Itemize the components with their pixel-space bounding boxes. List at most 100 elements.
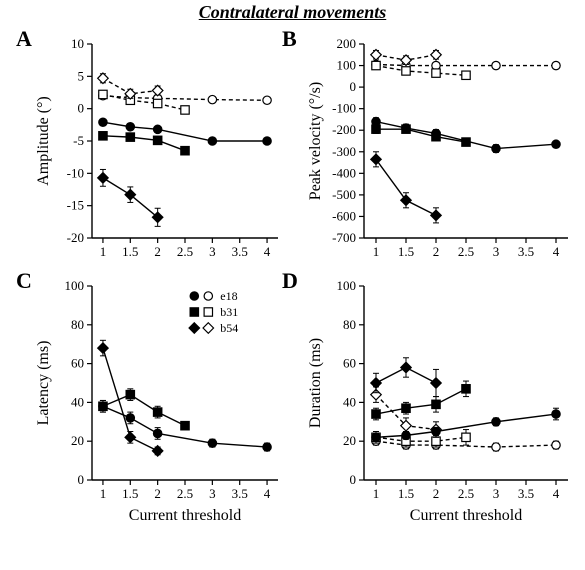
svg-text:60: 60 — [71, 356, 84, 371]
marker-b54_open — [431, 50, 442, 61]
svg-text:3.5: 3.5 — [518, 244, 534, 259]
marker-b31_open — [99, 90, 107, 98]
svg-text:-20: -20 — [67, 230, 84, 245]
panel-label-b: B — [282, 26, 297, 52]
svg-text:0: 0 — [78, 101, 85, 116]
marker-b54_closed — [125, 432, 136, 443]
svg-text:4: 4 — [264, 486, 271, 501]
marker-b31_closed — [402, 404, 410, 412]
svg-text:40: 40 — [71, 394, 84, 409]
svg-text:20: 20 — [71, 433, 84, 448]
marker-b54_closed — [98, 173, 109, 184]
marker-b31_closed — [153, 408, 161, 416]
marker-b31_open — [462, 71, 470, 79]
chart-b: 11.522.533.54-700-600-500-400-300-200-10… — [300, 30, 578, 260]
svg-text:0: 0 — [350, 472, 357, 487]
svg-text:4: 4 — [553, 244, 560, 259]
marker-b54_closed — [371, 378, 382, 389]
legend-label-b31: b31 — [220, 305, 238, 319]
svg-text:-700: -700 — [332, 230, 356, 245]
svg-text:3.5: 3.5 — [232, 486, 248, 501]
marker-b31_closed — [432, 400, 440, 408]
marker-b54_closed — [152, 446, 163, 457]
panel-label-d: D — [282, 268, 298, 294]
marker-e18_open — [492, 61, 500, 69]
svg-text:-300: -300 — [332, 144, 356, 159]
svg-text:1: 1 — [100, 486, 107, 501]
marker-b54_closed — [401, 362, 412, 373]
svg-text:-5: -5 — [73, 133, 84, 148]
marker-b31_open — [153, 99, 161, 107]
chart-d: 11.522.533.54020406080100Duration (ms)Cu… — [300, 272, 578, 570]
svg-text:2.5: 2.5 — [177, 486, 193, 501]
marker-e18_closed — [492, 418, 500, 426]
svg-text:0: 0 — [78, 472, 85, 487]
svg-text:5: 5 — [78, 68, 85, 83]
svg-text:1: 1 — [373, 486, 380, 501]
svg-text:3.5: 3.5 — [518, 486, 534, 501]
marker-e18_closed — [208, 439, 216, 447]
svg-text:3: 3 — [493, 244, 500, 259]
panel-d: D11.522.533.54020406080100Duration (ms)C… — [300, 272, 578, 530]
marker-b54_open — [98, 73, 109, 84]
marker-b31_closed — [181, 147, 189, 155]
marker-b31_open — [181, 106, 189, 114]
svg-text:Latency (ms): Latency (ms) — [35, 341, 52, 426]
svg-text:60: 60 — [343, 356, 356, 371]
marker-e18_closed — [372, 433, 380, 441]
marker-b54_closed — [98, 343, 109, 354]
marker-e18_open — [492, 443, 500, 451]
marker-b31_closed — [402, 125, 410, 133]
legend-label-b54: b54 — [220, 321, 238, 335]
marker-e18_open — [263, 96, 271, 104]
panel-label-a: A — [16, 26, 32, 52]
marker-b31_open — [432, 69, 440, 77]
marker-b31_closed — [372, 410, 380, 418]
legend-marker-closed-e18 — [190, 292, 198, 300]
svg-text:1.5: 1.5 — [398, 486, 414, 501]
marker-b54_closed — [431, 378, 442, 389]
svg-text:3.5: 3.5 — [232, 244, 248, 259]
svg-text:Peak velocity (°/s): Peak velocity (°/s) — [307, 82, 324, 200]
marker-b31_open — [372, 61, 380, 69]
marker-b31_closed — [372, 125, 380, 133]
svg-text:1.5: 1.5 — [122, 486, 138, 501]
marker-b31_closed — [181, 421, 189, 429]
svg-text:40: 40 — [343, 394, 356, 409]
legend-label-e18: e18 — [220, 289, 237, 303]
svg-text:2.5: 2.5 — [177, 244, 193, 259]
svg-text:Amplitude (°): Amplitude (°) — [35, 96, 52, 186]
marker-e18_closed — [153, 125, 161, 133]
marker-b31_closed — [432, 132, 440, 140]
svg-text:2.5: 2.5 — [458, 244, 474, 259]
marker-e18_closed — [552, 410, 560, 418]
marker-e18_open — [552, 61, 560, 69]
svg-text:4: 4 — [264, 244, 271, 259]
figure-container: { "title": "Contralateral movements", "x… — [0, 0, 585, 569]
marker-e18_open — [208, 95, 216, 103]
svg-text:1: 1 — [373, 244, 380, 259]
svg-text:200: 200 — [337, 36, 357, 51]
legend-marker-closed-b54 — [189, 323, 200, 334]
marker-b54_closed — [371, 154, 382, 165]
svg-text:2: 2 — [433, 486, 440, 501]
marker-e18_closed — [263, 443, 271, 451]
svg-text:100: 100 — [337, 58, 357, 73]
svg-text:10: 10 — [71, 36, 84, 51]
svg-text:Current threshold: Current threshold — [129, 507, 241, 524]
svg-text:2.5: 2.5 — [458, 486, 474, 501]
svg-text:80: 80 — [343, 317, 356, 332]
chart-c: 11.522.533.54020406080100Latency (ms)Cur… — [34, 272, 284, 570]
svg-text:-500: -500 — [332, 187, 356, 202]
marker-e18_closed — [99, 118, 107, 126]
marker-b31_closed — [462, 385, 470, 393]
legend-marker-open-e18 — [204, 292, 212, 300]
svg-text:3: 3 — [493, 486, 500, 501]
marker-b54_open — [152, 85, 163, 96]
svg-text:1: 1 — [100, 244, 107, 259]
marker-b54_open — [371, 50, 382, 61]
legend-marker-open-b31 — [204, 308, 212, 316]
marker-e18_closed — [552, 140, 560, 148]
marker-e18_closed — [126, 123, 134, 131]
svg-text:Duration (ms): Duration (ms) — [307, 338, 324, 428]
